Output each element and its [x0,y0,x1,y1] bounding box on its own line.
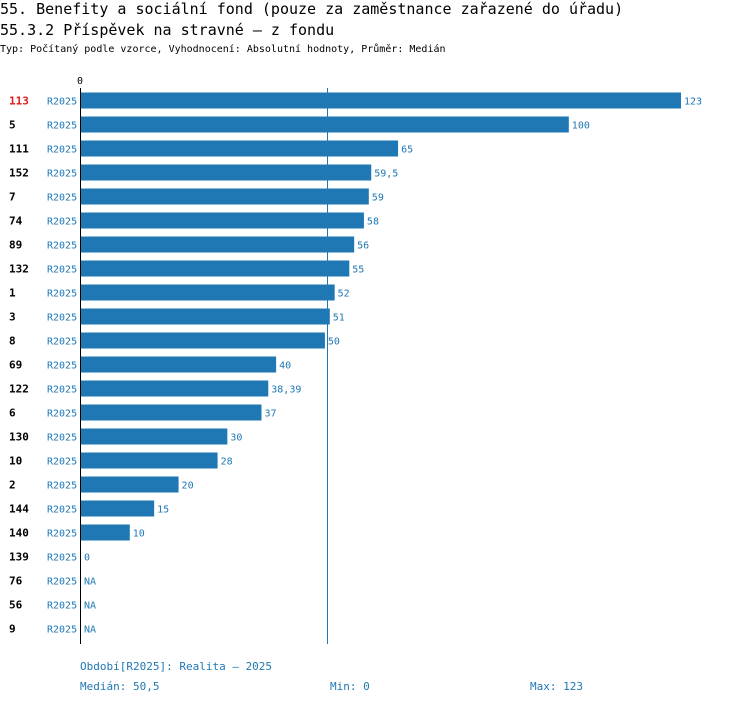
bar [81,476,179,493]
bar [81,92,681,109]
bar-value-label: 52 [338,289,350,300]
bar-value-label: 100 [572,121,590,132]
row-period-label: R2025 [47,313,77,324]
bar [81,500,155,517]
bar-value-label: 59,5 [374,169,398,180]
row-id-label: 111 [9,143,29,156]
row-id-label: 76 [9,575,23,588]
row-id-label: 2 [9,479,16,492]
footer-min: Min: 0 [330,680,370,693]
row-id-label: 113 [9,95,29,108]
row-id-label: 122 [9,383,29,396]
bar [81,116,569,133]
bar [81,188,369,205]
bar-value-label: 10 [133,529,145,540]
row-id-label: 56 [9,599,23,612]
row-id-label: 5 [9,119,16,132]
bar-value-label: 55 [352,265,364,276]
row-period-label: R2025 [47,577,77,588]
row-id-label: 89 [9,239,22,252]
row-period-label: R2025 [47,145,77,156]
row-period-label: R2025 [47,601,77,612]
bar [81,452,218,469]
row-period-label: R2025 [47,121,77,132]
footer-median: Medián: 50,5 [80,680,160,693]
row-period-label: R2025 [47,385,77,396]
bar [81,236,355,253]
bar [81,356,277,373]
row-id-label: 139 [9,551,29,564]
row-id-label: 152 [9,167,29,180]
row-period-label: R2025 [47,241,77,252]
bar-value-label: 28 [221,457,233,468]
row-id-label: 132 [9,263,29,276]
row-id-label: 7 [9,191,16,204]
bar [81,308,330,325]
bar-value-label: 20 [182,481,194,492]
row-id-label: 6 [9,407,16,420]
row-id-label: 130 [9,431,29,444]
chart-type-line: Typ: Počítaný podle vzorce, Vyhodnocení:… [0,44,446,55]
row-id-label: 8 [9,335,16,348]
row-period-label: R2025 [47,457,77,468]
axis-origin-label: 0 [77,76,83,87]
row-period-label: R2025 [47,97,77,108]
chart-subtitle: 55.3.2 Příspěvek na stravné – z fondu [0,21,335,39]
bar-value-label: 15 [157,505,169,516]
footer-period: Období[R2025]: Realita – 2025 [80,660,273,673]
row-id-label: 10 [9,455,22,468]
row-period-label: R2025 [47,433,77,444]
row-period-label: R2025 [47,169,77,180]
footer-max: Max: 123 [530,680,583,693]
bar-value-label: NA [84,577,96,588]
row-id-label: 1 [9,287,16,300]
bar [81,380,269,397]
bar-value-label: 50 [328,337,340,348]
bar [81,140,399,157]
bar-value-label: NA [84,625,96,636]
row-period-label: R2025 [47,553,77,564]
bar [81,260,350,277]
row-period-label: R2025 [47,193,77,204]
bar [81,164,372,181]
bar [81,428,228,445]
row-period-label: R2025 [47,409,77,420]
row-id-label: 3 [9,311,16,324]
bar [81,212,364,229]
row-id-label: 140 [9,527,29,540]
row-id-label: 74 [9,215,23,228]
row-period-label: R2025 [47,337,77,348]
bar-value-label: 123 [684,97,702,108]
row-period-label: R2025 [47,217,77,228]
bar-value-label: NA [84,601,96,612]
row-period-label: R2025 [47,361,77,372]
row-period-label: R2025 [47,481,77,492]
bar-value-label: 51 [333,313,345,324]
row-period-label: R2025 [47,265,77,276]
bar-value-label: 59 [372,193,384,204]
row-id-label: 9 [9,623,16,636]
row-period-label: R2025 [47,505,77,516]
bar-value-label: 40 [279,361,291,372]
bar-value-label: 0 [84,553,90,564]
bar-value-label: 37 [264,409,276,420]
bar [81,332,325,349]
row-id-label: 144 [9,503,29,516]
bar [81,284,335,301]
bar-value-label: 56 [357,241,369,252]
bar-value-label: 30 [230,433,242,444]
chart-title: 55. Benefity a sociální fond (pouze za z… [0,0,624,18]
bar-value-label: 58 [367,217,379,228]
row-period-label: R2025 [47,529,77,540]
bar-value-label: 65 [401,145,413,156]
bar-value-label: 38,39 [271,385,301,396]
row-id-label: 69 [9,359,22,372]
bar [81,404,262,421]
bar [81,524,130,541]
row-period-label: R2025 [47,289,77,300]
row-period-label: R2025 [47,625,77,636]
